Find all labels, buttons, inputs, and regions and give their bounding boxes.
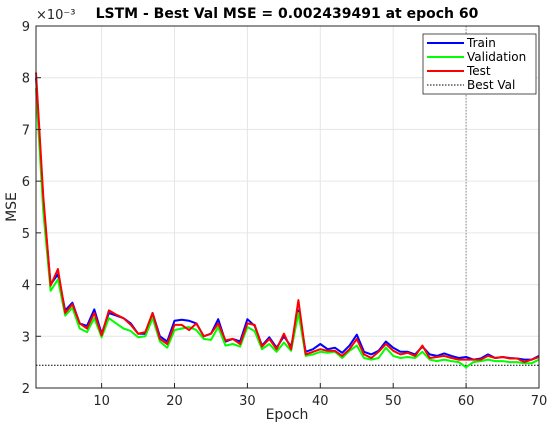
x-tick-label: 10 — [93, 394, 110, 409]
y-tick-label: 3 — [22, 330, 30, 345]
y-tick-label: 9 — [22, 20, 30, 35]
x-tick-label: 60 — [458, 394, 475, 409]
y-tick-label: 6 — [22, 175, 30, 190]
legend-label-validation: Validation — [467, 50, 526, 64]
y-tick-label: 4 — [22, 279, 30, 294]
x-tick-label: 70 — [531, 394, 548, 409]
legend-label-test: Test — [466, 64, 491, 78]
y-tick-label: 2 — [22, 382, 30, 397]
y-tick-label: 7 — [22, 123, 30, 138]
y-axis-label: MSE — [4, 192, 20, 222]
tick-layer: 10 20 30 40 50 60 70 2 3 4 5 6 7 8 9 — [22, 20, 548, 409]
chart-title: LSTM - Best Val MSE = 0.002439491 at epo… — [96, 6, 479, 22]
y-multiplier-label: ×10⁻³ — [36, 8, 76, 23]
x-tick-label: 30 — [239, 394, 256, 409]
legend: Train Validation Test Best Val — [422, 33, 537, 95]
x-axis-label: Epoch — [266, 407, 309, 423]
series-layer — [35, 72, 540, 369]
series-line-validation — [35, 88, 540, 369]
x-tick-label: 20 — [166, 394, 183, 409]
plot-frame — [35, 25, 540, 389]
x-tick-label: 40 — [312, 394, 329, 409]
series-line-test — [35, 72, 540, 364]
legend-label-train: Train — [466, 36, 496, 50]
legend-label-best-val: Best Val — [467, 78, 515, 92]
x-tick-label: 50 — [385, 394, 402, 409]
y-tick-label: 8 — [22, 72, 30, 87]
y-tick-label: 5 — [22, 227, 30, 242]
